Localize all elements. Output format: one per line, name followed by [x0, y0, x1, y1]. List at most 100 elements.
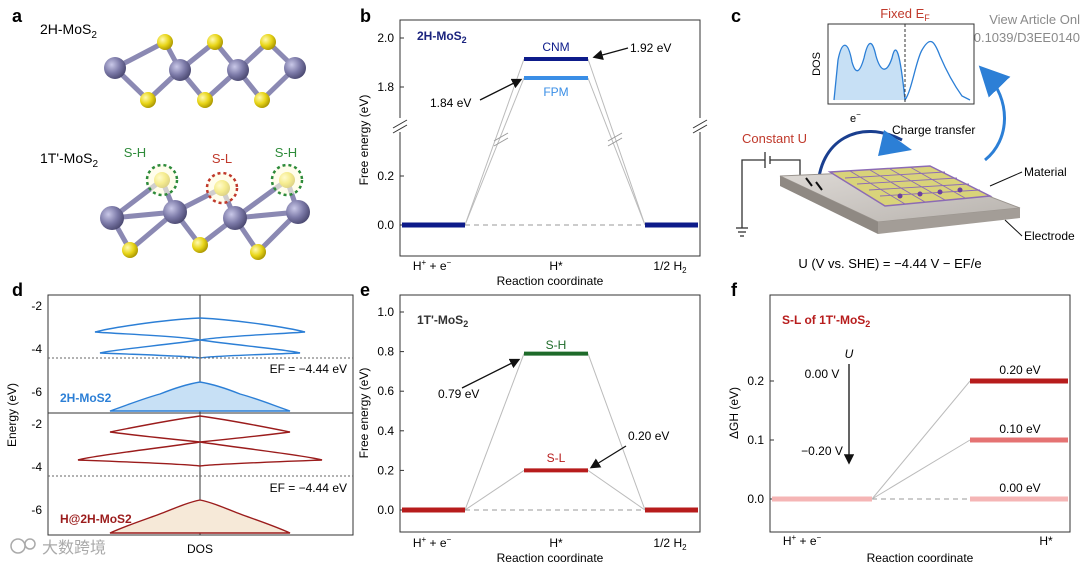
mos2-2h-atoms: [104, 34, 306, 108]
watermark-view-article: View Article Onl: [989, 12, 1080, 27]
panel-letter-e: e: [360, 280, 370, 300]
panel-letter-b: b: [360, 6, 371, 26]
dos-curve-h2h-conduction: [77, 415, 323, 467]
label-1t-mos2: 1T'-MoS2: [40, 150, 98, 170]
dos-curve-h2h-valence: [109, 499, 291, 534]
material-lattice: [844, 166, 981, 205]
plot-frame-e: [399, 294, 701, 533]
y-tick-b-2: 1.8: [377, 80, 394, 94]
axis-break-gap-right: [694, 118, 706, 132]
x-axis-label-b: Reaction coordinate: [497, 274, 604, 288]
x-tick-e-2: 1/2 H2: [653, 536, 687, 552]
connector-e-sh-end: [587, 353, 646, 511]
y-tick-d-2: -6: [31, 385, 42, 399]
connector-e-sl-end: [587, 469, 646, 511]
electrode-side: [878, 208, 1020, 234]
material-pointer: [989, 171, 1023, 187]
panel-e: e 1T'-MoS2 Free energy (eV) Reaction coo…: [357, 280, 701, 565]
connector-e-start-sl: [464, 469, 525, 511]
x-tick-e-0: H+ + e−: [413, 535, 452, 550]
y-tick-e-5: 1.0: [377, 305, 394, 319]
axis-break-left-1: [392, 119, 408, 129]
charge-transfer-label: Charge transfer: [892, 123, 975, 137]
annotation-fpm-value: 1.84 eV: [430, 96, 471, 110]
level-f-label-1: 0.10 eV: [999, 422, 1040, 436]
x-axis-label-f: Reaction coordinate: [867, 551, 974, 565]
footer-logo-icon: [10, 538, 26, 554]
x-tick-e-1: H*: [549, 536, 563, 550]
material-sheet: [827, 165, 993, 207]
y-tick-e-3: 0.6: [377, 384, 394, 398]
y-tick-d-4: -4: [31, 460, 42, 474]
panel-letter-c: c: [731, 6, 741, 26]
electrode-label: Electrode: [1024, 229, 1075, 243]
marks-f: 0.20 eV 0.10 eV 0.00 eV: [772, 363, 1068, 502]
axis-break-right-2: [692, 124, 708, 134]
fixed-ef-label: Fixed EF: [880, 6, 930, 23]
potential-equation: U (V vs. SHE) = −4.44 V − EF/e: [798, 256, 981, 271]
level-label-sh: S-H: [546, 338, 567, 352]
y-ticks-b: 0.0 0.2 1.8 2.0: [377, 31, 394, 232]
y-axis-label-f: ΔGH (eV): [727, 387, 741, 439]
mos2-2h-bonds: [113, 39, 297, 102]
y-tick-b-3: 2.0: [377, 31, 394, 45]
label-2h-mos2: 2H-MoS2: [40, 21, 97, 41]
site-highlight-sl: [205, 171, 239, 205]
feedback-arrow: [978, 65, 1011, 162]
annotation-arrow-cnm: [592, 47, 629, 60]
panel-letter-a: a: [12, 6, 23, 26]
plot-title-b: 2H-MoS2: [417, 29, 467, 45]
connector-f-0: [871, 380, 971, 500]
y-tick-d-5: -6: [31, 503, 42, 517]
annotation-arrow-sl: [589, 445, 627, 469]
x-tick-b-2: 1/2 H2: [653, 259, 687, 275]
y-tick-e-4: 0.8: [377, 345, 394, 359]
electrode-front: [780, 176, 878, 234]
dos-inset-filled: [834, 43, 905, 100]
x-tick-b-0: H+ + e−: [413, 258, 452, 273]
x-tick-f-0: H+ + e−: [783, 533, 822, 548]
contact-arrows: [805, 177, 823, 191]
connectors-b: [464, 58, 646, 226]
y-tick-f-0: 0.0: [747, 492, 764, 506]
dos-curve-2h-valence: [109, 381, 291, 412]
panel-b: b 2H-MoS2 Free energy (eV) Reaction coor…: [357, 6, 708, 288]
y-tick-d-1: -4: [31, 342, 42, 356]
circuit-wires: [736, 152, 801, 237]
footer-logo-icon-2: [24, 538, 36, 550]
y-tick-e-2: 0.4: [377, 424, 394, 438]
y-axis-label-e: Free energy (eV): [357, 368, 371, 459]
panel-a: a 2H-MoS2 1T'-MoS2 S-H S-L S-H: [12, 6, 310, 260]
panel-letter-d: d: [12, 280, 23, 300]
level-label-sl: S-L: [547, 451, 566, 465]
level-label-cnm: CNM: [542, 40, 569, 54]
u-top-label: 0.00 V: [805, 367, 840, 381]
x-axis-label-d: DOS: [187, 542, 213, 556]
constant-u-label: Constant U: [742, 131, 807, 146]
y-tick-e-1: 0.2: [377, 463, 394, 477]
y-axis-label-d: Energy (eV): [5, 383, 19, 447]
x-tick-b-1: H*: [549, 259, 563, 273]
level-label-fpm: FPM: [543, 85, 568, 99]
panel-d: d Energy (eV) DOS -2 -4 -6 -2 -4 -6 EF =…: [5, 280, 354, 557]
y-axis-label-b: Free energy (eV): [357, 95, 371, 186]
material-label: Material: [1024, 165, 1067, 179]
y-ticks-e: 0.0 0.2 0.4 0.6 0.8 1.0: [377, 305, 404, 517]
x-axis-label-e: Reaction coordinate: [497, 551, 604, 565]
label-2h-mos2-d: 2H-MoS2: [60, 391, 112, 405]
connector-e-start-sh: [464, 353, 525, 511]
y-ticks-d: -2 -4 -6 -2 -4 -6: [31, 299, 42, 517]
site-highlight-sh-left: [145, 163, 179, 197]
y-tick-d-3: -2: [31, 417, 42, 431]
plot-title-e: 1T'-MoS2: [417, 313, 468, 329]
dos-inset-axis: DOS: [811, 52, 823, 76]
plot-frame-b: [399, 19, 701, 257]
level-f-label-0: 0.20 eV: [999, 363, 1040, 377]
panel-letter-f: f: [731, 280, 738, 300]
charge-transfer-arrowhead: [878, 130, 912, 156]
electrode-pointer: [1004, 219, 1023, 237]
annotation-arrow-sh: [461, 358, 521, 389]
y-ticks-f: 0.0 0.1 0.2: [747, 374, 774, 506]
